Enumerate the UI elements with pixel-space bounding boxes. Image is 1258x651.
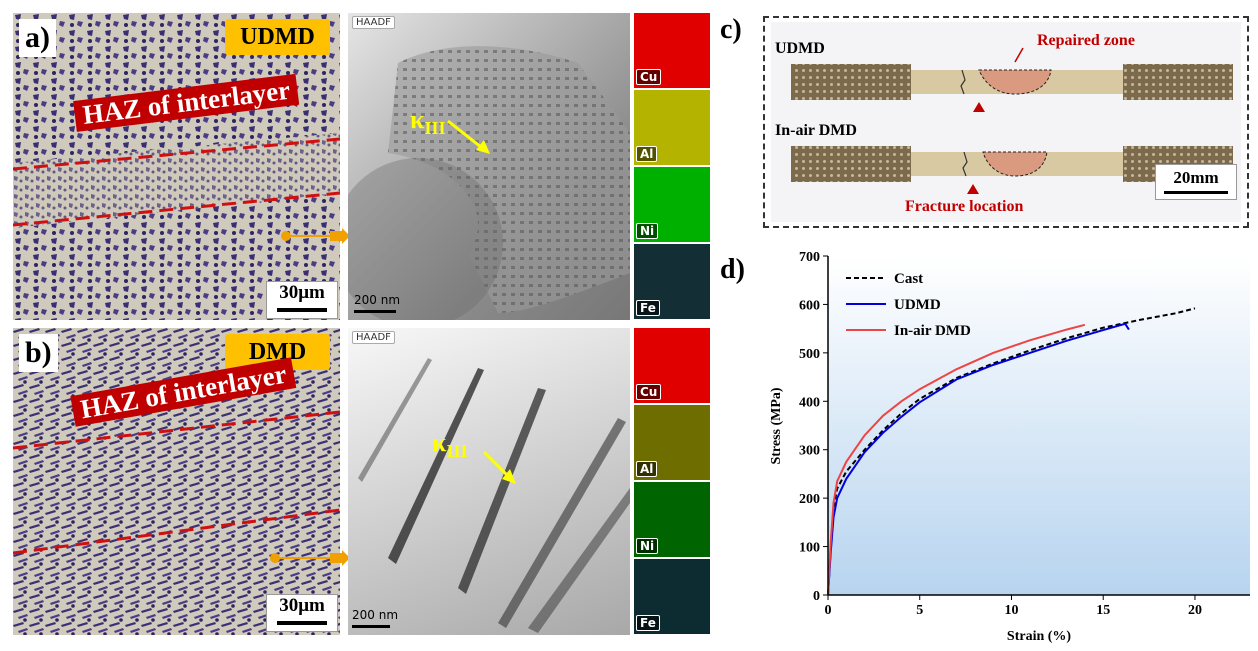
kappa-sub-a: III [424,118,446,139]
panel-label-d: d) [720,254,745,285]
y-tick-label: 300 [799,444,820,459]
kappa-symbol-b: κ [432,428,447,457]
x-axis-label: Strain (%) [1007,629,1072,644]
eds-label-ni-b: Ni [636,538,659,554]
eds-label-cu-b: Cu [636,384,662,400]
scale-bar-line-a [277,308,327,312]
dmd-tem-haadf-image: HAADF κIII 200 nm [348,328,630,635]
udmd-tem-haadf-image: HAADF κIII 200 nm [348,13,630,320]
eds-label-fe-b: Fe [636,615,660,631]
tem-scale-text-a: 200 nm [354,293,401,307]
kappa-symbol-a: κ [410,105,425,134]
y-tick-label: 400 [799,395,820,410]
eds-map-al-b: Al [634,405,710,480]
scale-bar-c: 20mm [1155,164,1237,200]
series-line-in-air-dmd [827,323,1086,596]
series-line-cast [827,307,1196,596]
eds-label-fe-a: Fe [636,300,660,316]
scale-text-c: 20mm [1173,168,1219,187]
scale-bar-a: 30μm [266,281,338,319]
x-tick-label: 20 [1188,603,1202,618]
fracture-location-label: Fracture location [905,198,1024,215]
y-tick-label: 0 [813,589,820,604]
eds-label-al-b: Al [636,461,658,477]
kappa-label-b: κIII [432,428,467,462]
y-tick-label: 500 [799,347,820,362]
kappa-label-a: κIII [410,105,445,139]
scale-text-b: 30μm [279,595,325,616]
y-tick-label: 200 [799,492,820,507]
micrograph-texture-a [13,13,340,320]
legend-label: UDMD [894,297,941,313]
specimen-label-udmd: UDMD [775,40,825,57]
eds-map-ni-b: Ni [634,482,710,557]
repaired-zone-label: Repaired zone [1037,32,1135,49]
udmd-optical-micrograph: a) UDMD HAZ of interlayer 30μm [13,13,340,320]
panel-label-a: a) [19,19,56,57]
dmd-optical-micrograph: b) DMD HAZ of interlayer 30μm [13,328,340,635]
eds-label-ni-a: Ni [636,223,659,239]
tem-scale-text-b: 200 nm [352,608,399,622]
eds-map-cu-a: Cu [634,13,710,88]
eds-map-ni-a: Ni [634,167,710,242]
panel-label-c: c) [720,14,742,45]
legend-label: Cast [894,271,923,287]
panel-label-b: b) [19,334,58,372]
scale-bar-line-b [277,621,327,625]
link-arrow-b [330,550,350,566]
haadf-tag-a: HAADF [352,16,395,29]
x-tick-label: 15 [1096,603,1110,618]
tem-scale-bar-b [352,625,390,628]
x-tick-label: 10 [1004,603,1018,618]
eds-map-cu-b: Cu [634,328,710,403]
eds-label-al-a: Al [636,146,658,162]
y-tick-label: 100 [799,541,820,556]
y-axis-label: Stress (MPa) [769,387,784,464]
eds-label-cu-a: Cu [636,69,662,85]
eds-map-al-a: Al [634,90,710,165]
x-tick-label: 5 [916,603,923,618]
tem-scale-bar-a [354,310,396,313]
tem-texture-b [358,358,630,633]
scale-text-a: 30μm [279,282,325,303]
kappa-sub-b: III [446,441,468,462]
scale-bar-line-c [1164,191,1228,194]
y-tick-label: 700 [799,250,820,265]
eds-map-fe-a: Fe [634,244,710,319]
y-tick-label: 600 [799,298,820,313]
haadf-tag-b: HAADF [352,331,395,344]
tem-texture-a [348,46,630,320]
series-line-udmd [827,322,1130,596]
udmd-tag: UDMD [225,19,330,55]
scale-bar-b: 30μm [266,594,338,632]
legend-label: In-air DMD [894,323,971,339]
tensile-specimens-photo-frame: UDMD In-air DMD Repaired zone Fracture l… [763,16,1249,228]
eds-map-fe-b: Fe [634,559,710,634]
link-arrow-a [330,228,350,244]
specimen-label-inair-dmd: In-air DMD [775,122,857,139]
x-tick-label: 0 [825,603,832,618]
